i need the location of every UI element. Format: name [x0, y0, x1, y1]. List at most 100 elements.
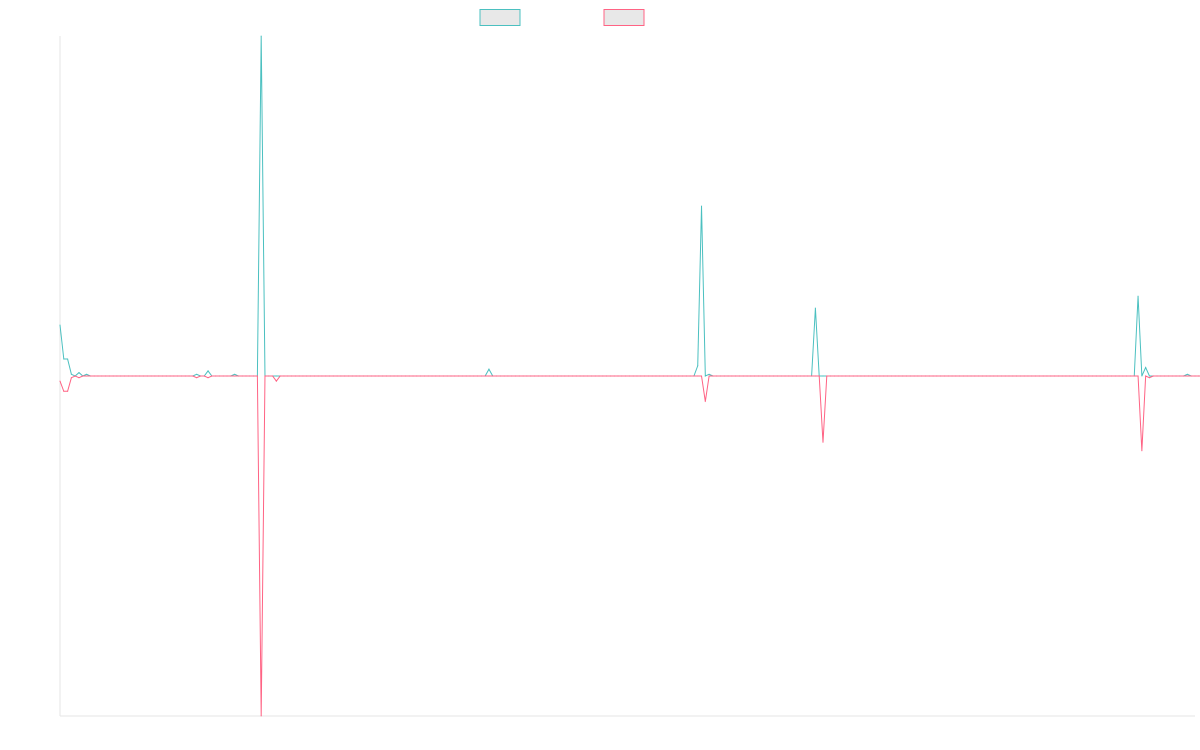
data-point[interactable]: [135, 375, 137, 377]
data-point[interactable]: [936, 375, 938, 377]
data-point[interactable]: [1050, 375, 1052, 377]
data-point[interactable]: [898, 375, 900, 377]
data-point[interactable]: [473, 375, 475, 377]
data-point[interactable]: [207, 377, 209, 379]
data-point[interactable]: [131, 375, 133, 377]
data-point[interactable]: [845, 375, 847, 377]
data-point[interactable]: [1133, 375, 1135, 377]
data-point[interactable]: [192, 375, 194, 377]
data-point[interactable]: [1145, 375, 1147, 377]
data-point[interactable]: [488, 375, 490, 377]
data-point[interactable]: [556, 375, 558, 377]
data-point[interactable]: [203, 375, 205, 377]
data-point[interactable]: [1110, 375, 1113, 377]
data-point[interactable]: [708, 375, 710, 377]
data-point[interactable]: [382, 375, 384, 377]
data-point[interactable]: [902, 375, 904, 377]
legend-item[interactable]: [479, 9, 521, 26]
data-point[interactable]: [78, 372, 80, 374]
data-point[interactable]: [120, 375, 122, 377]
data-point[interactable]: [82, 375, 84, 377]
data-point[interactable]: [628, 375, 631, 377]
data-point[interactable]: [723, 375, 725, 377]
data-point[interactable]: [795, 375, 798, 377]
data-point[interactable]: [1114, 375, 1116, 377]
data-point[interactable]: [1091, 375, 1094, 377]
data-point[interactable]: [765, 375, 767, 377]
data-point[interactable]: [537, 375, 539, 377]
data-point[interactable]: [298, 375, 300, 377]
data-point[interactable]: [670, 375, 672, 377]
data-point[interactable]: [533, 375, 536, 377]
data-point[interactable]: [1095, 375, 1097, 377]
data-point[interactable]: [435, 375, 437, 377]
data-point[interactable]: [974, 375, 976, 377]
data-point[interactable]: [993, 375, 995, 377]
data-point[interactable]: [85, 375, 88, 377]
data-point[interactable]: [947, 375, 949, 377]
data-point[interactable]: [287, 375, 289, 377]
data-point[interactable]: [689, 375, 691, 377]
data-point[interactable]: [754, 375, 756, 377]
data-point[interactable]: [632, 375, 634, 377]
data-point[interactable]: [590, 375, 593, 377]
data-point[interactable]: [173, 375, 175, 377]
data-point[interactable]: [955, 375, 957, 377]
data-point[interactable]: [712, 375, 714, 377]
data-point[interactable]: [1072, 375, 1075, 377]
data-point[interactable]: [738, 375, 741, 377]
data-point[interactable]: [587, 375, 589, 377]
data-point[interactable]: [1000, 375, 1003, 377]
data-point[interactable]: [169, 375, 171, 377]
data-point[interactable]: [1069, 375, 1071, 377]
data-point[interactable]: [617, 375, 619, 377]
data-point[interactable]: [317, 375, 319, 377]
data-point[interactable]: [924, 375, 927, 377]
data-point[interactable]: [199, 375, 202, 377]
data-point[interactable]: [1148, 377, 1151, 379]
data-point[interactable]: [1015, 375, 1018, 377]
data-point[interactable]: [378, 375, 380, 377]
data-point[interactable]: [541, 375, 543, 377]
data-point[interactable]: [981, 375, 984, 377]
data-point[interactable]: [1190, 375, 1192, 377]
data-point[interactable]: [522, 375, 524, 377]
data-point[interactable]: [180, 375, 183, 377]
data-point[interactable]: [211, 375, 213, 377]
data-point[interactable]: [530, 375, 532, 377]
data-point[interactable]: [123, 375, 126, 377]
data-point[interactable]: [693, 375, 695, 377]
data-point[interactable]: [750, 375, 752, 377]
data-point[interactable]: [249, 375, 251, 377]
data-point[interactable]: [420, 375, 422, 377]
data-point[interactable]: [495, 375, 498, 377]
data-point[interactable]: [697, 365, 699, 367]
data-point[interactable]: [302, 375, 304, 377]
data-point[interactable]: [1034, 375, 1037, 377]
data-point[interactable]: [625, 375, 627, 377]
data-point[interactable]: [704, 400, 706, 403]
data-point[interactable]: [59, 324, 61, 326]
data-point[interactable]: [685, 375, 687, 377]
data-point[interactable]: [894, 375, 896, 377]
data-point[interactable]: [1027, 375, 1029, 377]
data-point[interactable]: [476, 375, 479, 377]
data-point[interactable]: [461, 375, 463, 377]
data-point[interactable]: [313, 375, 315, 377]
data-point[interactable]: [985, 375, 987, 377]
data-point[interactable]: [640, 375, 642, 377]
data-point[interactable]: [427, 375, 429, 377]
data-point[interactable]: [1194, 375, 1196, 377]
data-point[interactable]: [492, 375, 494, 377]
data-point[interactable]: [116, 375, 118, 377]
data-point[interactable]: [63, 390, 65, 392]
data-point[interactable]: [579, 375, 581, 377]
data-point[interactable]: [397, 375, 399, 377]
data-point[interactable]: [571, 375, 574, 377]
data-point[interactable]: [807, 375, 809, 377]
data-point[interactable]: [966, 375, 968, 377]
data-point[interactable]: [215, 375, 217, 377]
legend-item[interactable]: [603, 9, 645, 26]
data-point[interactable]: [1042, 375, 1044, 377]
data-point[interactable]: [188, 375, 190, 377]
